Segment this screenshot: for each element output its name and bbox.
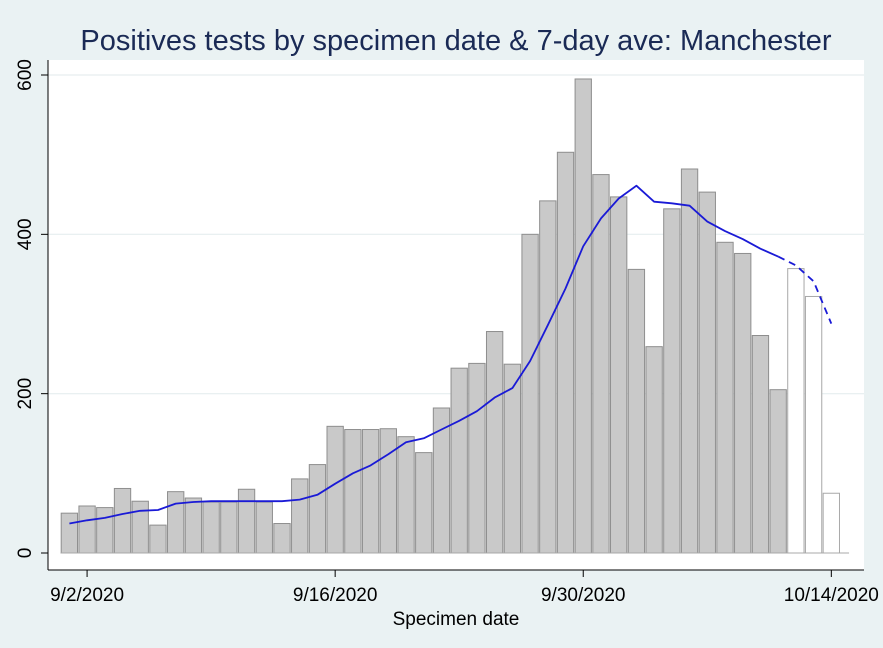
bar-incomplete xyxy=(822,492,840,554)
bar xyxy=(769,389,787,554)
y-tick-label: 0 xyxy=(15,548,36,559)
bar xyxy=(237,488,256,554)
bar xyxy=(592,174,610,554)
bar-incomplete xyxy=(787,268,805,554)
x-tick-label: 10/14/2020 xyxy=(784,585,879,606)
bar xyxy=(308,464,327,554)
bar xyxy=(220,501,238,554)
bar xyxy=(379,428,397,554)
bar xyxy=(397,436,415,554)
bar xyxy=(751,335,770,554)
bar xyxy=(149,524,167,554)
bar xyxy=(78,505,96,554)
bar xyxy=(344,429,362,554)
bar xyxy=(610,196,628,554)
bar xyxy=(326,425,344,554)
bar xyxy=(574,78,592,554)
bar xyxy=(485,331,504,554)
bar xyxy=(645,346,663,554)
bar xyxy=(291,478,309,554)
bar xyxy=(167,491,185,554)
bar xyxy=(503,363,522,554)
average-line xyxy=(69,184,833,525)
y-tick-label: 200 xyxy=(15,378,36,410)
bar xyxy=(255,501,273,554)
x-tick-label: 9/30/2020 xyxy=(541,585,626,606)
bar xyxy=(468,362,486,554)
bar xyxy=(716,241,734,554)
bar xyxy=(361,429,380,554)
bar xyxy=(415,452,433,554)
x-tick-label: 9/16/2020 xyxy=(293,585,378,606)
x-axis-label: Specimen date xyxy=(393,609,520,630)
bar xyxy=(627,268,646,554)
axes: 0 200 400 600 9/2/2020 9/16/2020 9/30/2020 10/1… xyxy=(15,59,879,606)
bar xyxy=(539,200,557,554)
bar xyxy=(96,507,114,554)
bar-incomplete xyxy=(804,295,823,554)
bar xyxy=(734,252,752,554)
y-tick-label: 600 xyxy=(15,59,36,91)
bar xyxy=(663,208,681,554)
average-line-solid xyxy=(69,184,779,525)
bar xyxy=(184,497,203,554)
bar xyxy=(202,501,220,554)
average-line-dashed xyxy=(777,255,833,324)
bars xyxy=(60,78,850,554)
x-tick-label: 9/2/2020 xyxy=(50,585,124,606)
bar xyxy=(131,500,149,554)
bar xyxy=(60,512,79,554)
bar xyxy=(273,523,291,554)
bar xyxy=(698,191,716,554)
chart-title: Positives tests by specimen date & 7-day… xyxy=(80,25,831,57)
y-tick-label: 400 xyxy=(15,218,36,250)
bar xyxy=(680,168,699,554)
bar xyxy=(113,487,132,554)
bar xyxy=(521,233,539,554)
bar xyxy=(556,151,575,554)
bar xyxy=(450,367,468,554)
